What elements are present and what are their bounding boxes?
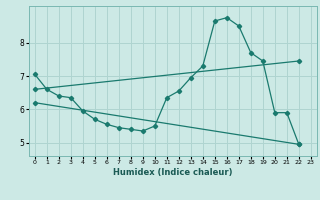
X-axis label: Humidex (Indice chaleur): Humidex (Indice chaleur) [113,168,233,177]
